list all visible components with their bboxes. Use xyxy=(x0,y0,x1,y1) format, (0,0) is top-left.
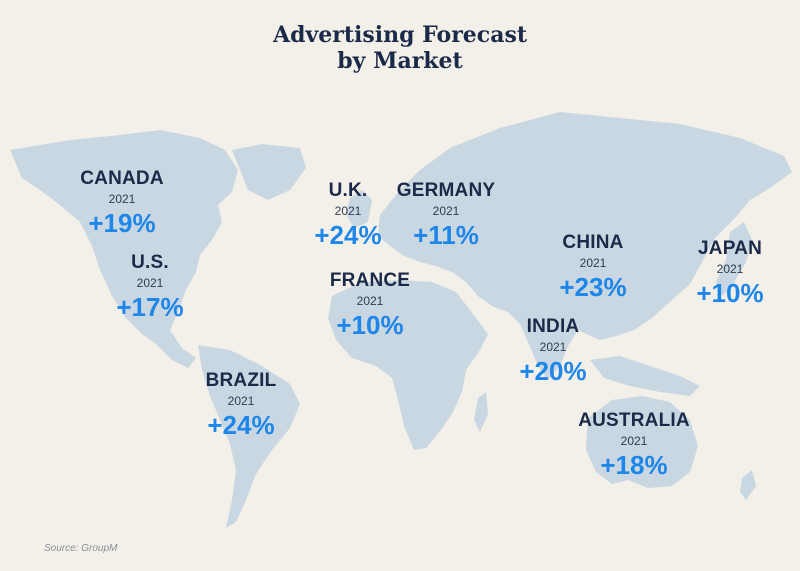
market-name: FRANCE xyxy=(329,270,411,291)
market-france: FRANCE 2021 +10% xyxy=(295,270,445,340)
title-line-2: by Market xyxy=(337,48,463,74)
market-us: U.S. 2021 +17% xyxy=(75,252,225,322)
market-growth: +24% xyxy=(314,220,382,250)
market-year: 2021 xyxy=(716,262,744,276)
market-year: 2021 xyxy=(108,192,136,206)
market-name: JAPAN xyxy=(698,238,762,259)
market-china: CHINA 2021 +23% xyxy=(518,232,668,302)
market-year: 2021 xyxy=(620,434,648,448)
market-year: 2021 xyxy=(432,204,460,218)
south-america-landmass xyxy=(198,345,300,528)
market-growth: +10% xyxy=(336,310,404,340)
market-canada: CANADA 2021 +19% xyxy=(47,168,197,238)
madagascar-landmass xyxy=(474,392,488,432)
market-japan: JAPAN 2021 +10% xyxy=(655,238,800,308)
market-name: INDIA xyxy=(526,316,580,337)
market-year: 2021 xyxy=(227,394,255,408)
market-australia: AUSTRALIA 2021 +18% xyxy=(559,410,709,480)
market-growth: +10% xyxy=(696,278,764,308)
new-zealand-landmass xyxy=(740,470,756,500)
australia-landmass xyxy=(586,396,698,488)
market-growth: +17% xyxy=(116,292,184,322)
market-year: 2021 xyxy=(356,294,384,308)
market-growth: +18% xyxy=(600,450,668,480)
market-name: BRAZIL xyxy=(205,370,277,391)
market-brazil: BRAZIL 2021 +24% xyxy=(166,370,316,440)
market-uk: U.K. 2021 +24% xyxy=(273,180,423,250)
greenland-landmass xyxy=(232,144,306,200)
market-name: CANADA xyxy=(80,168,164,189)
market-year: 2021 xyxy=(334,204,362,218)
market-growth: +20% xyxy=(519,356,587,386)
market-india: INDIA 2021 +20% xyxy=(478,316,628,386)
market-growth: +23% xyxy=(559,272,627,302)
market-name: GERMANY xyxy=(396,180,496,201)
japan-landmass xyxy=(716,222,752,296)
market-year: 2021 xyxy=(579,256,607,270)
market-name: U.K. xyxy=(328,180,368,201)
market-germany: GERMANY 2021 +11% xyxy=(371,180,521,250)
map-title: Advertising Forecast by Market xyxy=(0,22,800,74)
market-name: AUSTRALIA xyxy=(578,410,690,431)
southeast-asia-islands-landmass xyxy=(590,356,700,396)
market-growth: +24% xyxy=(207,410,275,440)
eurasia-landmass xyxy=(378,112,792,380)
title-line-1: Advertising Forecast xyxy=(273,22,527,48)
market-growth: +19% xyxy=(88,208,156,238)
north-america-landmass xyxy=(10,130,238,368)
market-year: 2021 xyxy=(539,340,567,354)
market-growth: +11% xyxy=(413,220,479,250)
market-year: 2021 xyxy=(136,276,164,290)
market-name: CHINA xyxy=(562,232,624,253)
source-note: Source: GroupM xyxy=(44,543,118,554)
uk-landmass xyxy=(346,190,372,228)
market-name: U.S. xyxy=(131,252,169,273)
africa-landmass xyxy=(328,280,488,450)
